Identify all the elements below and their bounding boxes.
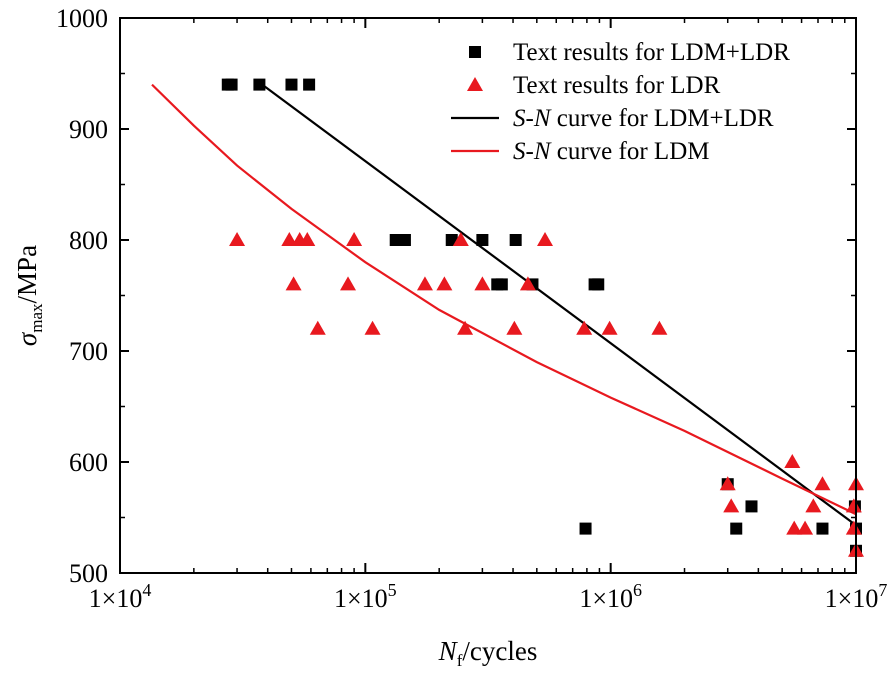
x-axis-title: Nf/cycles [438,636,538,670]
square-point-8 [476,234,489,246]
triangle-point-23 [786,520,803,535]
legend-marker-1 [467,77,483,91]
legend-label-2: S-N curve for LDM+LDR [513,105,774,132]
x-tick-label: 1×106 [579,580,642,613]
y-tick-label: 700 [69,337,108,366]
series-line-1 [151,83,857,516]
x-tick-label: 1×104 [89,580,152,613]
triangle-point-4 [346,232,363,246]
square-point-1 [225,78,238,91]
triangle-point-6 [537,232,554,246]
square-point-17 [730,522,743,535]
y-tick-label: 500 [69,559,108,588]
y-axis-title: σmax/MPa [12,245,46,346]
x-tick-label: 1×105 [334,580,397,613]
triangle-point-19 [436,276,453,291]
square-point-18 [745,500,758,513]
axes-layer: 500 600 700 800 900 1000 1×104 1×105 1×106 1×107 [56,4,887,613]
plot-frame [119,17,857,574]
y-tick-label: 900 [69,115,108,144]
triangle-point-17 [601,320,618,335]
triangle-point-18 [651,320,668,335]
triangle-point-15 [506,320,523,335]
triangle-point-24 [797,520,814,535]
x-tick-label: 1×107 [825,580,888,613]
plot-layer [151,78,864,557]
triangle-point-29 [845,520,862,535]
triangle-point-9 [416,276,433,291]
y-tick-label: 800 [69,226,108,255]
triangle-point-11 [519,276,536,291]
square-point-4 [303,78,316,91]
square-point-15 [579,522,592,535]
triangle-point-3 [299,232,316,246]
triangle-point-20 [719,476,736,491]
triangle-point-7 [285,276,302,291]
triangle-point-14 [457,320,474,335]
square-point-11 [495,278,508,291]
square-point-3 [285,78,298,91]
triangle-point-26 [814,476,831,491]
legend-label-3: S-N curve for LDM [513,138,710,165]
legend-marker-0 [469,46,481,58]
square-point-2 [253,78,266,91]
triangle-point-27 [845,498,862,513]
triangle-point-22 [784,454,801,468]
triangle-point-13 [364,320,381,335]
square-point-6 [398,234,411,246]
triangle-point-21 [723,498,740,513]
triangle-point-10 [474,276,491,291]
triangle-point-12 [309,320,326,335]
triangle-point-16 [576,320,593,335]
triangle-point-8 [340,276,357,291]
legend-label-1: Text results for LDR [513,72,721,99]
legend-label-0: Text results for LDM+LDR [513,39,790,66]
triangle-point-25 [805,498,822,513]
triangle-point-0 [229,232,246,246]
square-point-14 [592,278,605,291]
square-point-19 [816,522,829,535]
triangle-point-1 [281,232,298,246]
series-line-0 [261,83,857,527]
legend: Text results for LDM+LDR Text results for… [451,39,790,165]
square-point-5 [389,234,402,246]
square-point-9 [509,234,522,246]
y-tick-label: 1000 [56,4,108,33]
triangle-point-5 [452,232,469,246]
y-tick-label: 600 [69,448,108,477]
